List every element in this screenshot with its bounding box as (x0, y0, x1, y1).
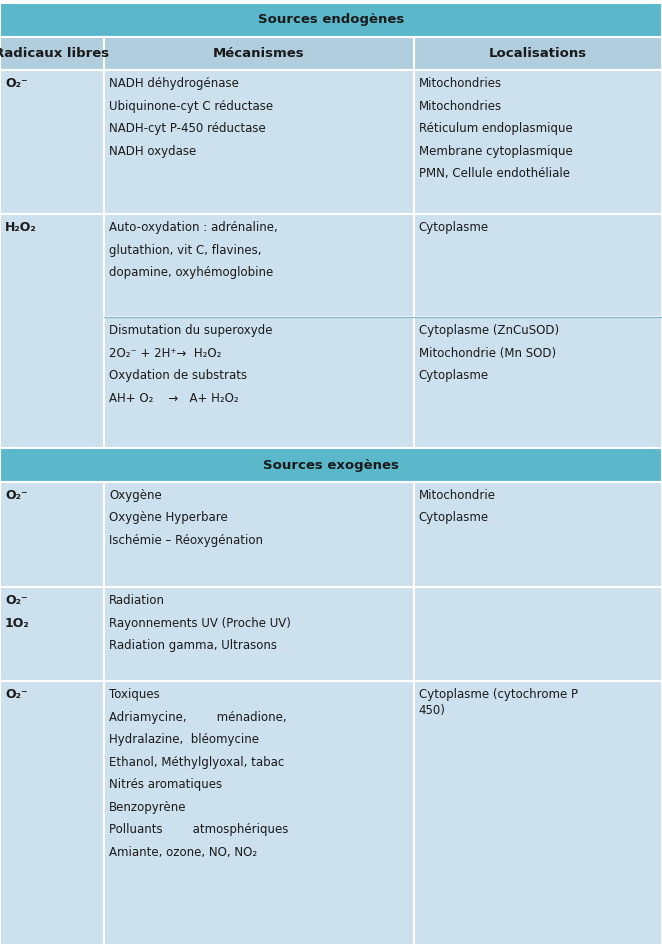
Bar (414, 70, 662, 214)
Bar (414, 318, 662, 448)
Text: Polluants        atmosphériques: Polluants atmosphériques (109, 823, 289, 836)
Text: Amiante, ozone, NO, NO₂: Amiante, ozone, NO, NO₂ (109, 846, 257, 859)
Bar (0, 70, 104, 214)
Text: Mécanismes: Mécanismes (213, 46, 305, 60)
Text: Toxiques: Toxiques (109, 688, 160, 701)
Bar (414, 214, 662, 318)
Text: Localisations: Localisations (489, 46, 587, 60)
Text: Cytoplasme: Cytoplasme (419, 221, 489, 234)
Text: Mitochondrie (Mn SOD): Mitochondrie (Mn SOD) (419, 347, 556, 359)
Text: Benzopyrène: Benzopyrène (109, 800, 187, 813)
Text: Membrane cytoplasmique: Membrane cytoplasmique (419, 145, 573, 157)
Text: NADH déhydrogénase: NADH déhydrogénase (109, 77, 239, 90)
Text: Sources exogènes: Sources exogènes (263, 459, 399, 471)
Text: AH+ O₂    →   A+ H₂O₂: AH+ O₂ → A+ H₂O₂ (109, 392, 238, 405)
Bar (104, 681, 414, 945)
Text: Cytoplasme: Cytoplasme (419, 369, 489, 382)
Text: Réticulum endoplasmique: Réticulum endoplasmique (419, 122, 573, 136)
Text: Cytoplasme: Cytoplasme (419, 511, 489, 524)
Text: Cytoplasme (cytochrome P: Cytoplasme (cytochrome P (419, 688, 578, 701)
Bar (0, 37, 104, 70)
Text: Hydralazine,  bléomycine: Hydralazine, bléomycine (109, 733, 259, 746)
Text: Dismutation du superoxyde: Dismutation du superoxyde (109, 324, 273, 337)
Text: Mitochondrie: Mitochondrie (419, 489, 496, 501)
Text: 1O₂: 1O₂ (5, 617, 30, 629)
Text: 2O₂⁻ + 2H⁺→  H₂O₂: 2O₂⁻ + 2H⁺→ H₂O₂ (109, 347, 221, 359)
Bar (0, 448, 662, 482)
Text: Ethanol, Méthylglyoxal, tabac: Ethanol, Méthylglyoxal, tabac (109, 756, 284, 769)
Text: Ischémie – Réoxygénation: Ischémie – Réoxygénation (109, 534, 263, 547)
Text: O₂⁻: O₂⁻ (5, 688, 28, 701)
Bar (104, 214, 414, 318)
Text: Radicaux libres: Radicaux libres (0, 46, 109, 60)
Bar (0, 482, 104, 588)
Text: Nitrés aromatiques: Nitrés aromatiques (109, 778, 222, 791)
Text: O₂⁻: O₂⁻ (5, 77, 28, 90)
Text: dopamine, oxyhémoglobine: dopamine, oxyhémoglobine (109, 266, 273, 280)
Bar (414, 681, 662, 945)
Text: Mitochondries: Mitochondries (419, 100, 502, 113)
Text: Rayonnements UV (Proche UV): Rayonnements UV (Proche UV) (109, 617, 291, 629)
Text: O₂⁻: O₂⁻ (5, 489, 28, 501)
Text: glutathion, vit C, flavines,: glutathion, vit C, flavines, (109, 244, 261, 257)
Text: Mitochondries: Mitochondries (419, 77, 502, 90)
Text: Radiation gamma, Ultrasons: Radiation gamma, Ultrasons (109, 639, 277, 652)
Text: 450): 450) (419, 703, 446, 717)
Text: Adriamycine,        ménadione,: Adriamycine, ménadione, (109, 710, 287, 723)
Bar (104, 37, 414, 70)
Text: NADH oxydase: NADH oxydase (109, 145, 196, 157)
Bar (104, 482, 414, 588)
Text: Oxygène Hyperbare: Oxygène Hyperbare (109, 511, 228, 524)
Text: PMN, Cellule endothéliale: PMN, Cellule endothéliale (419, 167, 570, 180)
Bar (414, 37, 662, 70)
Bar (0, 214, 104, 448)
Text: Radiation: Radiation (109, 594, 165, 608)
Text: Oxydation de substrats: Oxydation de substrats (109, 369, 247, 382)
Bar (0, 3, 662, 37)
Bar (414, 588, 662, 681)
Text: NADH-cyt P-450 réductase: NADH-cyt P-450 réductase (109, 122, 265, 136)
Bar (104, 588, 414, 681)
Bar (0, 681, 104, 945)
Text: H₂O₂: H₂O₂ (5, 221, 37, 234)
Bar (104, 70, 414, 214)
Text: Auto-oxydation : adrénaline,: Auto-oxydation : adrénaline, (109, 221, 277, 234)
Text: Oxygène: Oxygène (109, 489, 162, 501)
Text: Ubiquinone-cyt C réductase: Ubiquinone-cyt C réductase (109, 100, 273, 113)
Bar (104, 318, 414, 448)
Text: Cytoplasme (ZnCuSOD): Cytoplasme (ZnCuSOD) (419, 324, 559, 337)
Bar (0, 588, 104, 681)
Text: Sources endogènes: Sources endogènes (258, 13, 404, 27)
Text: O₂⁻: O₂⁻ (5, 594, 28, 608)
Bar (414, 482, 662, 588)
